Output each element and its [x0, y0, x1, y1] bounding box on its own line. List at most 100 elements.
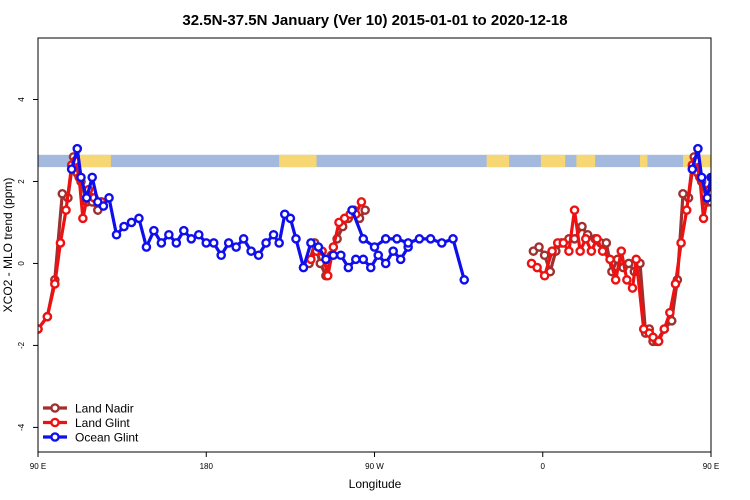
data-point — [681, 205, 692, 215]
data-point — [698, 213, 709, 224]
legend-item: Ocean Glint — [43, 431, 139, 445]
data-point — [741, 223, 748, 230]
data-point — [436, 238, 447, 248]
data-point — [81, 193, 92, 203]
data-point — [231, 242, 241, 252]
data-point — [380, 234, 391, 244]
data-point — [564, 246, 574, 256]
data-point — [532, 262, 542, 273]
y-tick-label: -4 — [17, 423, 26, 431]
data-point — [126, 217, 137, 228]
ocean-strip — [38, 154, 711, 168]
data-point — [42, 311, 53, 322]
data-point — [425, 234, 436, 244]
data-point — [360, 205, 370, 215]
land-segment — [279, 154, 317, 168]
data-point — [336, 250, 346, 261]
data-point — [547, 246, 557, 256]
series-ocean-glint — [66, 143, 750, 285]
data-point — [179, 225, 189, 236]
data-point — [111, 229, 122, 240]
y-axis-label: XCO2 - MLO trend (ppm) — [1, 178, 15, 313]
data-point — [622, 275, 632, 285]
legend-label: Ocean Glint — [75, 431, 139, 445]
legend-swatch-marker — [50, 417, 60, 428]
data-point — [539, 270, 550, 281]
data-point — [534, 242, 544, 252]
data-point — [274, 238, 284, 248]
data-point — [577, 221, 587, 232]
data-point — [134, 213, 144, 224]
legend-swatch-marker — [50, 403, 60, 413]
data-point — [575, 246, 585, 256]
data-point — [369, 242, 380, 252]
data-point — [653, 336, 664, 347]
land-segment — [486, 154, 510, 168]
data-point — [687, 164, 698, 174]
data-point — [720, 202, 727, 209]
data-point — [98, 201, 109, 211]
data-point — [306, 254, 316, 265]
data-point — [55, 238, 66, 248]
data-point — [61, 205, 71, 215]
data-point — [665, 307, 675, 318]
x-tick-label: 90 E — [30, 462, 46, 471]
data-point — [76, 172, 86, 183]
land-segment — [639, 154, 648, 168]
legend-label: Land Glint — [75, 416, 130, 430]
data-point — [253, 250, 264, 261]
data-point — [87, 172, 98, 183]
x-tick-label: 0 — [541, 462, 546, 471]
data-point — [208, 238, 219, 248]
data-point — [597, 246, 608, 256]
data-point — [373, 250, 384, 261]
data-point — [708, 172, 711, 182]
land-segment — [576, 154, 596, 168]
data-point — [696, 172, 707, 183]
data-point — [414, 234, 425, 244]
data-point — [141, 242, 152, 252]
data-point — [380, 258, 391, 269]
data-point — [193, 229, 204, 240]
data-point — [693, 143, 703, 154]
series-line — [38, 159, 103, 330]
data-point — [569, 205, 580, 215]
land-segment — [79, 154, 111, 168]
series-line — [713, 177, 750, 247]
data-point — [321, 254, 331, 265]
data-point — [459, 275, 470, 285]
data-point — [356, 197, 367, 207]
x-tick-label: 180 — [200, 462, 214, 471]
data-point — [670, 279, 681, 289]
data-point — [388, 246, 398, 256]
data-point — [726, 194, 733, 201]
land-segment — [540, 154, 566, 168]
data-point — [365, 262, 376, 273]
data-point — [616, 246, 627, 256]
data-point — [104, 193, 114, 203]
land-ocean-strip — [38, 154, 711, 168]
data-point — [347, 205, 357, 215]
x-tick-label: 90 W — [365, 462, 384, 471]
legend-item: Land Nadir — [43, 402, 134, 416]
data-point — [285, 213, 296, 224]
data-point — [358, 254, 369, 265]
data-point — [72, 143, 83, 154]
data-point — [351, 254, 361, 265]
data-point — [676, 238, 686, 248]
series-line — [530, 159, 711, 343]
data-point — [201, 238, 212, 248]
y-tick-label: 4 — [17, 97, 26, 102]
data-point — [238, 234, 249, 244]
data-point — [392, 234, 402, 244]
data-point — [601, 238, 612, 248]
data-point — [605, 254, 615, 265]
x-tick-label: 90 E — [703, 462, 719, 471]
series-layer — [38, 143, 750, 347]
data-point — [298, 262, 309, 273]
chart-title: 32.5N-37.5N January (Ver 10) 2015-01-01 … — [182, 12, 567, 29]
data-point — [268, 229, 279, 240]
data-point — [631, 254, 642, 265]
